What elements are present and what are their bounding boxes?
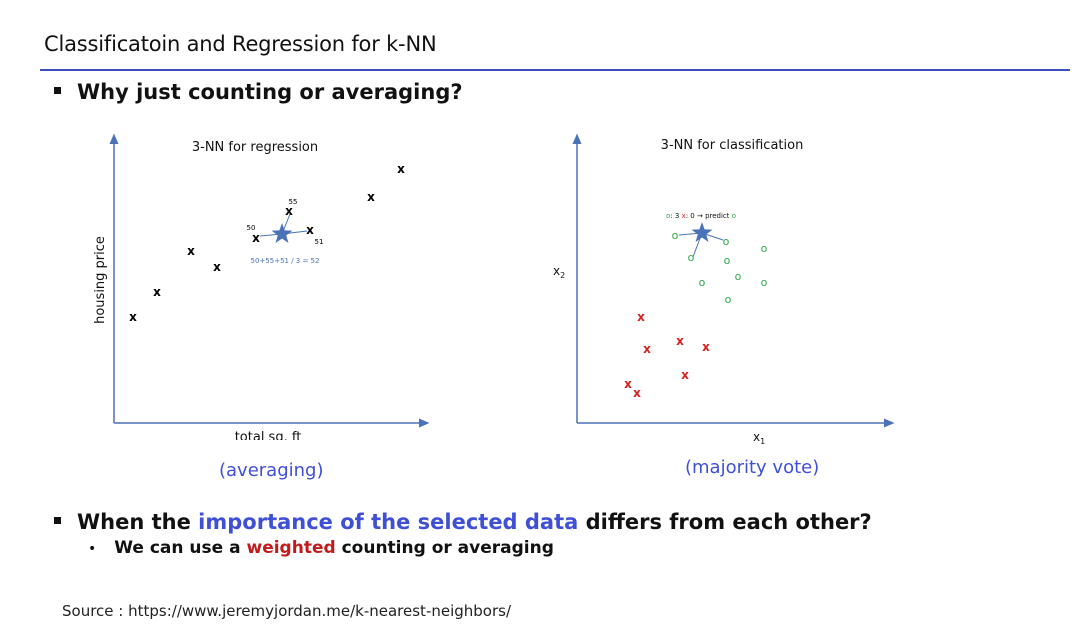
regression-ylabel: housing price xyxy=(93,236,108,324)
data-point: x xyxy=(129,310,137,324)
neighbor-label: 50 xyxy=(247,224,256,232)
sub-bullet-highlight: weighted xyxy=(246,538,336,558)
sub-bullet-prefix: We can use a xyxy=(114,538,247,558)
class-x-point: x xyxy=(637,310,645,324)
query-star-icon xyxy=(691,222,713,242)
bullet-square-icon xyxy=(54,86,61,94)
class-o-point: o xyxy=(725,293,732,306)
class-o-point: o xyxy=(688,251,695,264)
source-citation: Source : https://www.jeremyjordan.me/k-n… xyxy=(62,602,512,620)
data-point: x xyxy=(397,162,405,176)
bullet-2-highlight: importance of the selected data xyxy=(198,510,579,534)
data-point: x xyxy=(367,190,375,204)
neighbor-label: 55 xyxy=(289,198,298,206)
class-x-point: x xyxy=(676,334,684,348)
regression-title: 3-NN for regression xyxy=(192,140,318,155)
class-o-point: o xyxy=(699,276,706,289)
classification-diagram: 3-NN for classification x1 x2 o: 3 x: 0 … xyxy=(553,133,895,446)
neighbor-label: 51 xyxy=(315,238,324,246)
class-x-point: x xyxy=(702,340,710,354)
neighbor-point: x xyxy=(306,223,314,237)
class-x-point: x xyxy=(681,368,689,382)
bullet-2-suffix: differs from each other? xyxy=(578,510,872,534)
class-o-point: o xyxy=(735,270,742,283)
slide-title: Classificatoin and Regression for k-NN xyxy=(44,32,437,56)
bullet-dot-icon: • xyxy=(88,541,97,557)
title-rule xyxy=(40,69,1070,71)
bullet-1-text: Why just counting or averaging? xyxy=(77,80,463,104)
class-o-point: o xyxy=(761,276,768,289)
class-o-point: o xyxy=(724,254,731,267)
data-point: x xyxy=(213,260,221,274)
query-star-icon xyxy=(271,223,293,243)
classification-ylabel: x2 xyxy=(553,264,565,280)
bullet-2: When the importance of the selected data… xyxy=(54,510,872,534)
classification-xlabel: x1 xyxy=(753,430,765,446)
class-x-point: x xyxy=(643,342,651,356)
data-point: x xyxy=(153,285,161,299)
class-o-point: o xyxy=(761,242,768,255)
class-o-point: o xyxy=(672,229,679,242)
sub-bullet-suffix: counting or averaging xyxy=(335,538,554,558)
classification-caption: (majority vote) xyxy=(685,457,820,478)
vote-label: o: 3 x: 0 → predict o xyxy=(666,212,736,220)
neighbor-point: x xyxy=(252,231,260,245)
class-x-point: x xyxy=(633,386,641,400)
regression-formula: 50+55+51 / 3 = 52 xyxy=(251,257,320,265)
regression-diagram: 3-NN for regression total sq. ft housing… xyxy=(93,133,430,440)
bullet-1: Why just counting or averaging? xyxy=(54,80,463,104)
class-o-point: o xyxy=(723,235,730,248)
class-x-point: x xyxy=(624,377,632,391)
regression-xlabel: total sq. ft xyxy=(235,430,302,440)
data-point: x xyxy=(187,244,195,258)
sub-bullet: • We can use a weighted counting or avera… xyxy=(88,538,554,558)
neighbor-point: x xyxy=(285,204,293,218)
bullet-square-icon xyxy=(54,516,61,524)
classification-title: 3-NN for classification xyxy=(661,138,804,153)
regression-caption: (averaging) xyxy=(219,460,324,481)
bullet-2-prefix: When the xyxy=(77,510,199,534)
